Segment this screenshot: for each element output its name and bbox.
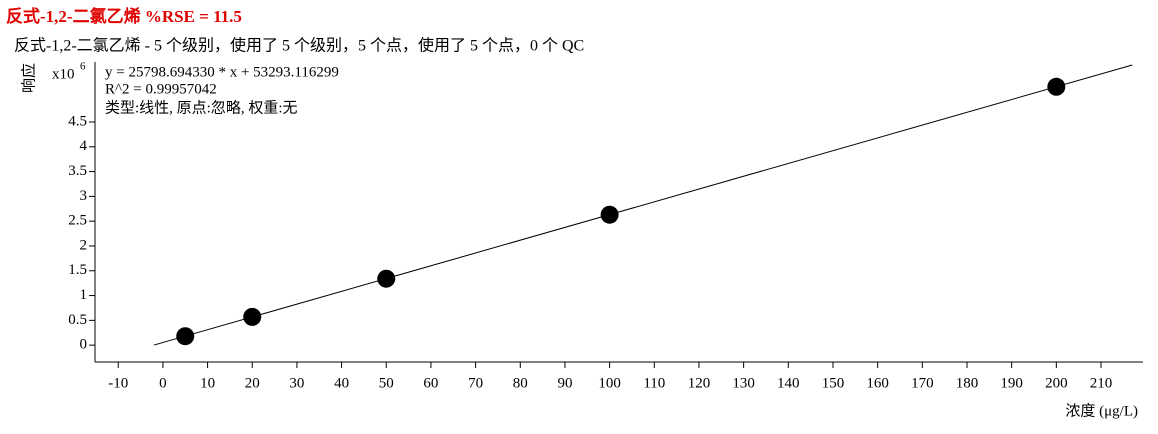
annotation: R^2 = 0.99957042 xyxy=(105,81,217,97)
fit-line xyxy=(153,64,1133,346)
y-tick-label: 0.5 xyxy=(68,312,87,328)
x-tick-label: 70 xyxy=(468,375,483,391)
data-point xyxy=(1047,77,1066,96)
x-tick-label: 200 xyxy=(1045,375,1068,391)
x-tick-label: 110 xyxy=(643,375,665,391)
x-tick-label: 130 xyxy=(732,375,755,391)
y-tick-label: 1 xyxy=(80,287,88,303)
x-tick-label: 0 xyxy=(159,375,167,391)
x-tick-label: 50 xyxy=(379,375,394,391)
x-tick-label: 30 xyxy=(289,375,304,391)
y-scale-label: x10 xyxy=(52,66,75,82)
data-point xyxy=(377,269,396,288)
y-tick-label: 3.5 xyxy=(68,163,87,179)
x-tick-label: 90 xyxy=(557,375,572,391)
y-tick-label: 2.5 xyxy=(68,213,87,229)
y-scale-exponent: 6 xyxy=(80,61,86,73)
x-tick-label: 10 xyxy=(200,375,215,391)
x-tick-label: 20 xyxy=(245,375,260,391)
y-tick-label: 2 xyxy=(80,237,88,253)
x-tick-label: 140 xyxy=(777,375,800,391)
chart-title: 反式-1,2-二氯乙烯 %RSE = 11.5 xyxy=(6,6,242,26)
x-tick-label: 80 xyxy=(513,375,528,391)
x-tick-label: 60 xyxy=(423,375,438,391)
y-tick-label: 3 xyxy=(80,188,88,204)
chart-subtitle: 反式-1,2-二氯乙烯 - 5 个级别，使用了 5 个级别，5 个点，使用了 5… xyxy=(14,37,584,55)
y-axis-label: 响应 xyxy=(19,63,37,93)
x-tick-label: 180 xyxy=(956,375,979,391)
annotation: y = 25798.694330 * x + 53293.116299 xyxy=(105,64,339,80)
x-tick-label: 40 xyxy=(334,375,349,391)
x-axis-label: 浓度 (μg/L) xyxy=(1065,402,1138,419)
data-point xyxy=(243,307,262,326)
data-point xyxy=(600,205,619,224)
x-tick-label: 150 xyxy=(822,375,845,391)
y-tick-label: 4.5 xyxy=(68,113,87,129)
x-tick-label: 160 xyxy=(866,375,889,391)
x-tick-label: 120 xyxy=(688,375,711,391)
y-tick-label: 4 xyxy=(80,138,88,154)
y-tick-label: 1.5 xyxy=(68,262,87,278)
x-tick-label: 210 xyxy=(1090,375,1113,391)
annotation: 类型:线性, 原点:忽略, 权重:无 xyxy=(105,99,298,116)
y-tick-label: 0 xyxy=(80,337,88,353)
data-point xyxy=(176,327,195,346)
x-tick-label: 100 xyxy=(598,375,621,391)
x-tick-label: -10 xyxy=(108,375,128,391)
x-tick-label: 170 xyxy=(911,375,934,391)
x-tick-label: 190 xyxy=(1000,375,1023,391)
